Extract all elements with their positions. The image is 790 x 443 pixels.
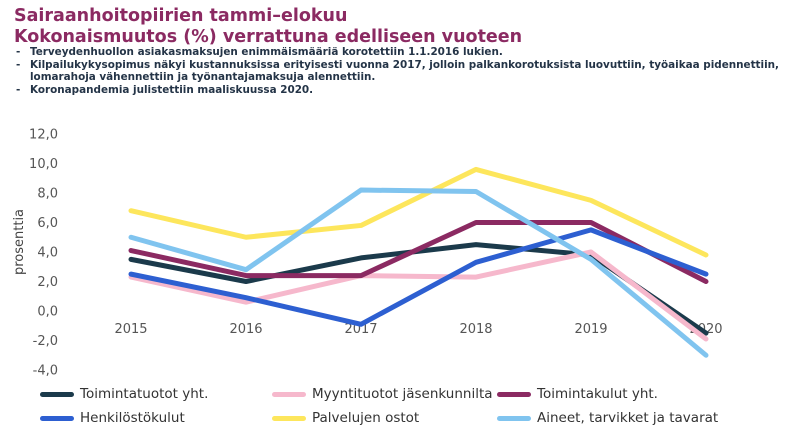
x-tick-label: 2016 [229,322,262,337]
legend-item: Henkilöstökulut [40,410,185,426]
legend-item: Toimintakulut yht. [497,386,658,402]
y-tick-label: 4,0 [37,246,58,261]
legend-label: Toimintatuotot yht. [80,386,209,402]
x-tick-label: 2015 [114,322,147,337]
series-line [128,227,709,327]
legend-swatch [272,391,306,397]
legend-label: Henkilöstökulut [80,410,185,426]
legend-label: Toimintakulut yht. [537,386,658,402]
legend-label: Myyntituotot jäsenkunnilta [312,386,493,402]
x-tick-label: 2019 [574,322,607,337]
x-tick-label: 2018 [459,322,492,337]
legend-item: Palvelujen ostot [272,410,419,426]
legend-swatch [272,415,306,421]
legend-label: Aineet, tarvikket ja tavarat [537,410,719,426]
y-tick-label: 8,0 [37,187,58,202]
title-line-1: Sairaanhoitopiirien tammi–elokuu [14,6,348,26]
y-tick-label: 12,0 [29,128,58,143]
legend-item: Aineet, tarvikket ja tavarat [497,410,718,426]
legend-swatch [40,415,74,421]
y-axis-label: prosenttia [12,209,27,275]
y-tick-label: 10,0 [29,157,58,172]
y-tick-label: 0,0 [37,305,58,320]
series-line [128,249,709,342]
y-tick-label: -4,0 [33,364,58,379]
legend-swatch [497,415,531,421]
note-item: Kilpailukykysopimus näkyi kustannuksissa… [16,59,786,84]
legend-swatch [40,391,74,397]
legend-item: Myyntituotot jäsenkunnilta [272,386,493,402]
y-tick-label: 2,0 [37,275,58,290]
legend-swatch [497,391,531,397]
legend-label: Palvelujen ostot [312,410,420,426]
chart-legend: Toimintatuotot yht. Myyntituotot jäsenkun… [0,380,790,440]
title-line-2: Kokonaismuutos (%) verrattuna edelliseen… [14,27,523,47]
legend-item: Toimintatuotot yht. [40,386,208,402]
series-line [128,187,709,358]
y-tick-label: -2,0 [33,334,58,349]
notes-list: Terveydenhuollon asiakasmaksujen enimmäi… [16,46,786,96]
series-line [128,220,709,284]
note-item: Koronapandemia julistettiin maaliskuussa… [16,84,786,97]
series-line [128,242,709,336]
note-item: Terveydenhuollon asiakasmaksujen enimmäi… [16,46,786,59]
chart-title: Sairaanhoitopiirien tammi–elokuu Kokonai… [14,6,522,48]
y-tick-label: 6,0 [37,216,58,231]
series-line [128,166,709,258]
x-tick-label: 2017 [344,322,377,337]
